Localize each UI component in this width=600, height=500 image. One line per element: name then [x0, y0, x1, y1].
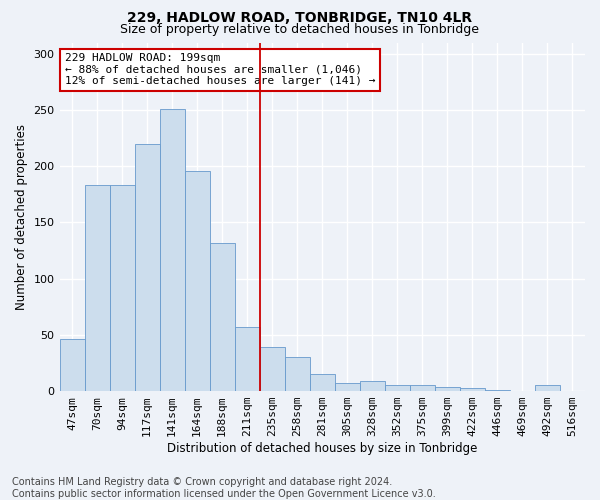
Bar	[460, 388, 485, 391]
Bar	[410, 386, 435, 391]
Bar	[435, 386, 460, 391]
Bar	[285, 358, 310, 391]
Bar	[335, 383, 360, 391]
Bar	[535, 386, 560, 391]
Text: 229 HADLOW ROAD: 199sqm
← 88% of detached houses are smaller (1,046)
12% of semi: 229 HADLOW ROAD: 199sqm ← 88% of detache…	[65, 53, 375, 86]
Y-axis label: Number of detached properties: Number of detached properties	[15, 124, 28, 310]
Bar	[485, 390, 510, 391]
Bar	[110, 186, 134, 391]
Bar	[235, 327, 260, 391]
Bar	[310, 374, 335, 391]
Text: Contains HM Land Registry data © Crown copyright and database right 2024.
Contai: Contains HM Land Registry data © Crown c…	[12, 478, 436, 499]
Text: 229, HADLOW ROAD, TONBRIDGE, TN10 4LR: 229, HADLOW ROAD, TONBRIDGE, TN10 4LR	[127, 11, 473, 25]
Bar	[209, 242, 235, 391]
Bar	[360, 381, 385, 391]
Bar	[134, 144, 160, 391]
Bar	[59, 340, 85, 391]
Bar	[85, 186, 110, 391]
Bar	[185, 170, 209, 391]
X-axis label: Distribution of detached houses by size in Tonbridge: Distribution of detached houses by size …	[167, 442, 478, 455]
Text: Size of property relative to detached houses in Tonbridge: Size of property relative to detached ho…	[121, 22, 479, 36]
Bar	[160, 109, 185, 391]
Bar	[260, 347, 285, 391]
Bar	[385, 386, 410, 391]
